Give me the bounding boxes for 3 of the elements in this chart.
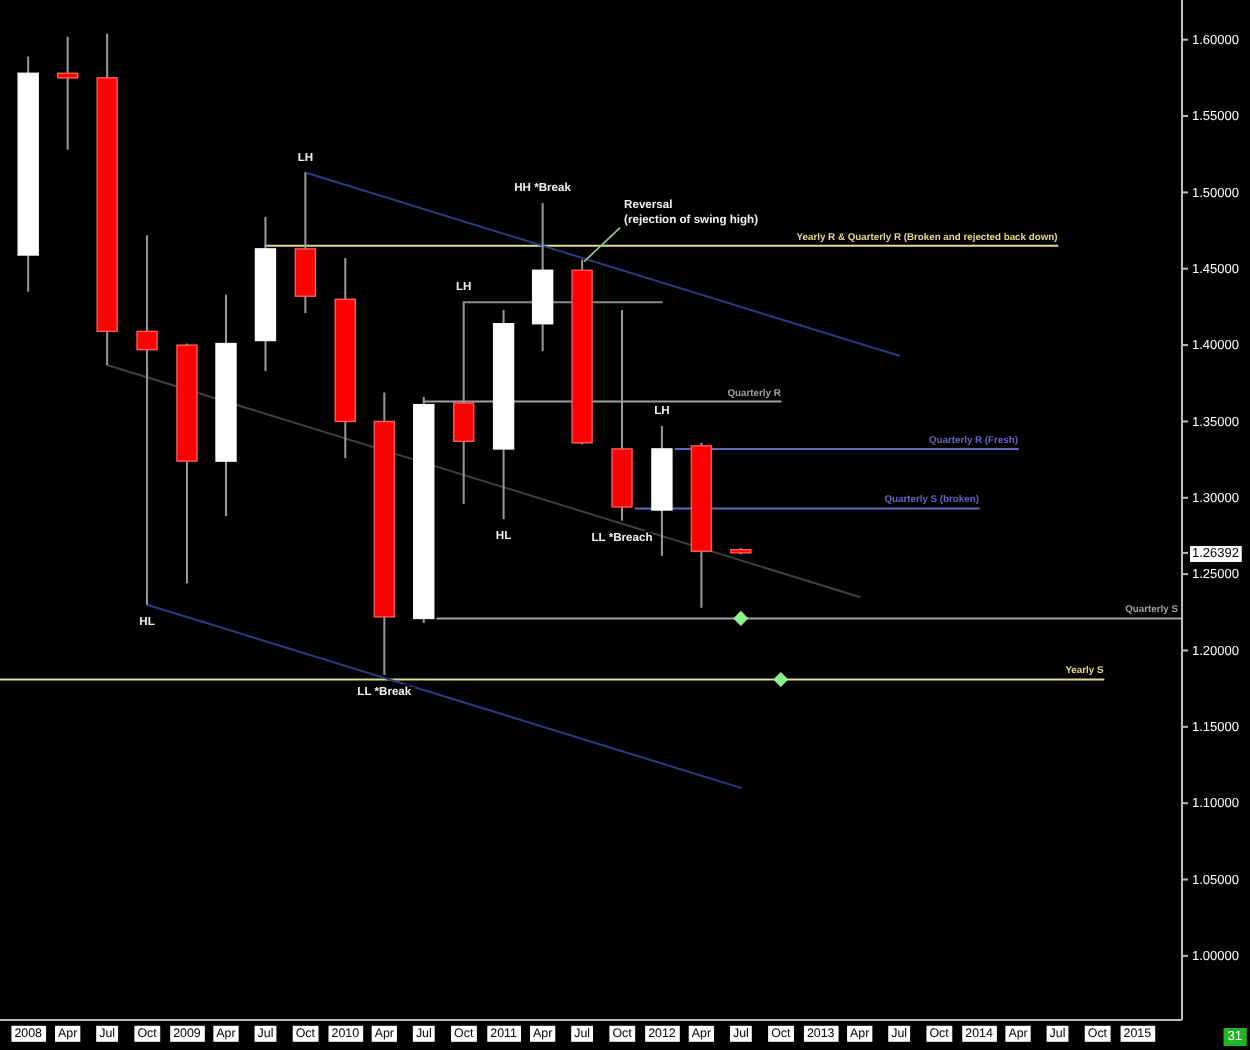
candlestick [136,234,158,606]
candlestick [56,35,79,151]
candlestick [294,171,317,315]
